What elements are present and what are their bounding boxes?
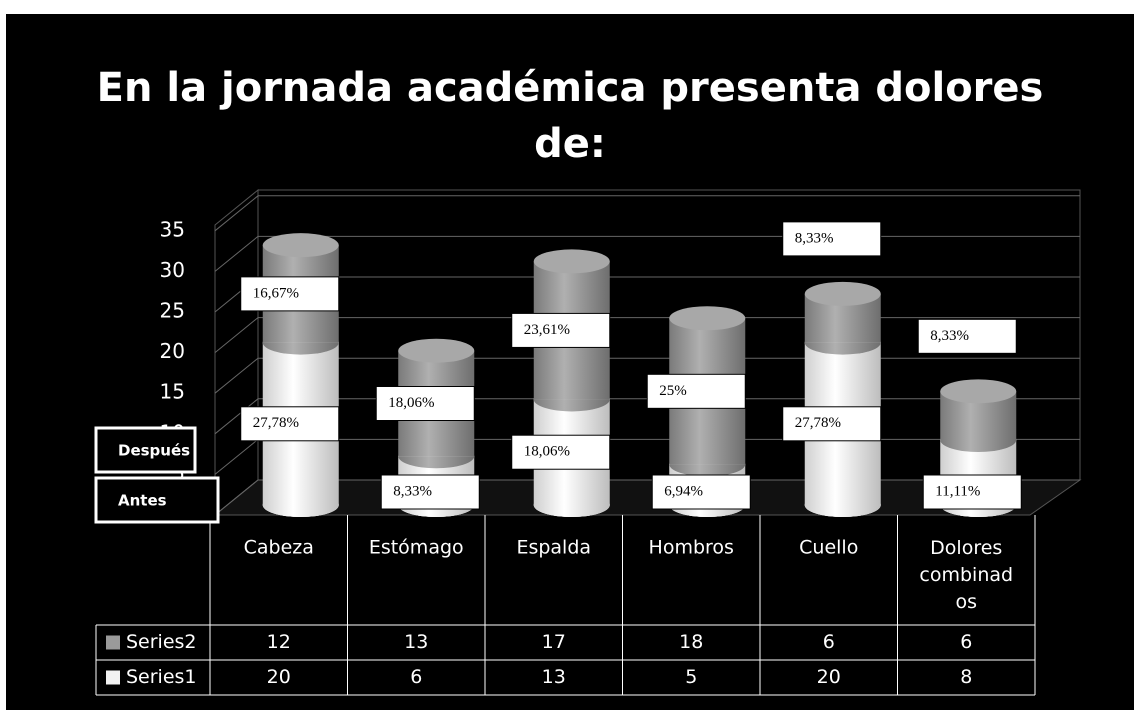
cylinder-bottom-rim: [533, 505, 610, 517]
table-value: 6: [823, 631, 835, 653]
grid-line: [214, 195, 1080, 232]
cylinder-joint: [940, 440, 1017, 453]
side-wall: [214, 188, 259, 517]
data-label-box: [917, 318, 1017, 354]
cylinder-joint: [669, 464, 746, 477]
legend-key: [106, 670, 120, 685]
cylinder-joint: [804, 342, 881, 355]
cylinder-top: [398, 338, 475, 363]
data-label: 8,33%: [393, 483, 432, 499]
table-value: 20: [817, 666, 841, 688]
data-label-box: [375, 386, 475, 421]
table-value: 17: [542, 631, 566, 653]
table-value: 18: [679, 631, 703, 653]
legend-key: [106, 635, 120, 650]
chart-title: En la jornada académica presenta dolores…: [97, 65, 1044, 167]
data-label-box: [511, 312, 611, 348]
data-label-box: [922, 474, 1022, 510]
cylinder-top: [533, 249, 610, 274]
y-tick-label: 20: [160, 339, 185, 363]
table-value: 5: [685, 666, 697, 688]
data-label-box: [646, 373, 746, 409]
legend-label: Después: [118, 442, 190, 460]
data-label-box: [511, 434, 611, 470]
data-label-box: [782, 221, 882, 257]
y-tick-label: 35: [160, 217, 185, 241]
data-label-box: [782, 406, 882, 442]
category-label: Cuello: [799, 537, 858, 559]
cylinder-top: [262, 233, 339, 258]
y-tick-label: 15: [160, 380, 185, 404]
data-label-box: [380, 474, 480, 510]
series-name: Series2: [126, 631, 197, 653]
table-value: 12: [267, 631, 291, 653]
cylinder-top: [804, 281, 881, 306]
category-label: Espalda: [516, 537, 591, 559]
data-label: 6,94%: [664, 483, 703, 499]
cylinder-joint: [398, 456, 475, 469]
cylinder-top: [669, 306, 746, 331]
data-label: 18,06%: [388, 395, 434, 411]
category-label: Dolores combinad os: [919, 537, 1013, 613]
cylinder-joint: [262, 342, 339, 355]
data-label-box: [651, 474, 751, 510]
cylinder-segment: [940, 379, 1017, 453]
table-value: 20: [267, 666, 291, 688]
cylinder-joint: [533, 399, 610, 412]
cylinder-segment: [804, 281, 881, 355]
data-label: 27,78%: [795, 415, 841, 431]
category-label: Hombros: [649, 537, 734, 559]
table-value: 8: [960, 666, 972, 688]
table-value: 13: [542, 666, 566, 688]
data-label: 18,06%: [524, 444, 570, 460]
data-label-box: [240, 276, 340, 312]
data-label-box: [240, 406, 340, 442]
data-label: 11,11%: [935, 483, 980, 499]
cylinder-top: [940, 379, 1017, 404]
y-tick-label: 30: [160, 258, 185, 282]
data-label: 8,33%: [795, 230, 834, 246]
cylinder-bottom-rim: [262, 505, 339, 517]
cylinder-bottom-rim: [804, 505, 881, 517]
category-label: Estómago: [369, 537, 464, 559]
table-value: 6: [410, 666, 422, 688]
y-tick-label: 25: [160, 299, 185, 323]
data-label: 25%: [659, 383, 687, 399]
data-label: 8,33%: [930, 328, 969, 344]
data-label: 16,67%: [253, 285, 299, 301]
legend-label: Antes: [118, 492, 167, 510]
data-label: 27,78%: [253, 415, 299, 431]
legend-box: [94, 426, 197, 474]
legend-box: [94, 476, 220, 524]
table-value: 6: [960, 631, 972, 653]
data-label: 23,61%: [524, 322, 570, 338]
table-value: 13: [404, 631, 428, 653]
series-name: Series1: [126, 666, 197, 688]
category-label: Cabeza: [244, 537, 314, 559]
